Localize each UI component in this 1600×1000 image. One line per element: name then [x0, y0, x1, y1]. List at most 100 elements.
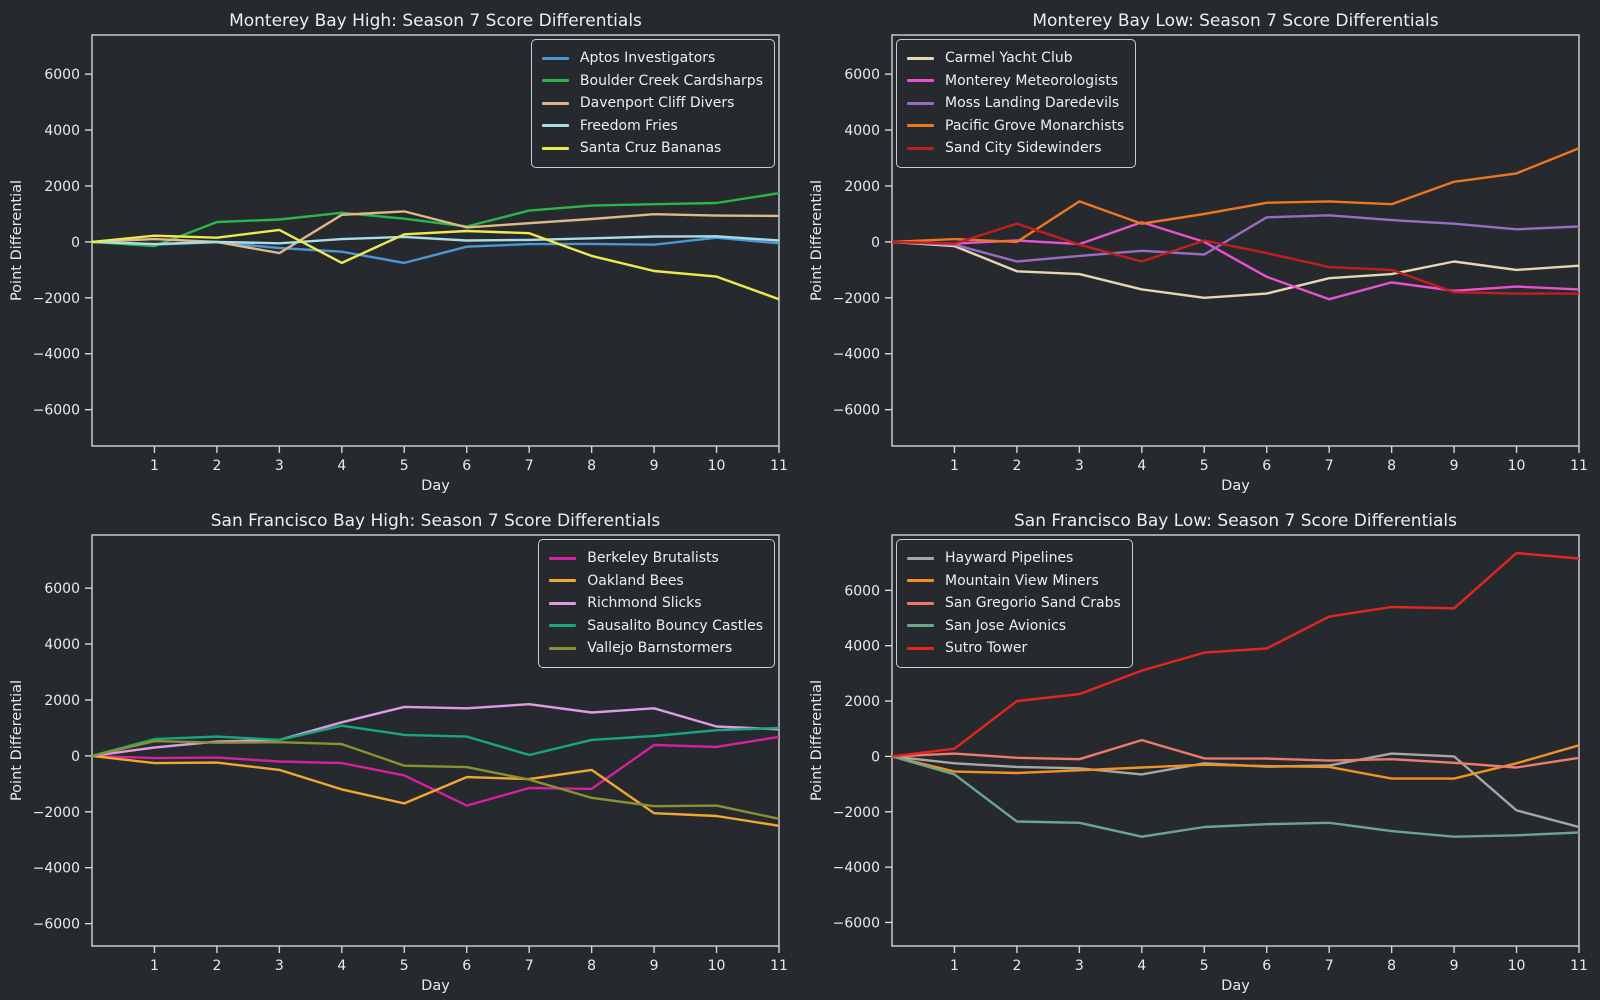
- chart-title: Monterey Bay High: Season 7 Score Differ…: [229, 11, 642, 31]
- legend-item: San Gregorio Sand Crabs: [907, 592, 1121, 615]
- legend-label: Pacific Grove Monarchists: [945, 117, 1125, 134]
- x-tick-label: 1: [950, 958, 959, 974]
- legend-item: Vallejo Barnstormers: [549, 637, 763, 660]
- x-tick-label: 3: [1075, 458, 1084, 474]
- y-tick-label: 2000: [44, 179, 80, 195]
- x-tick-label: 9: [650, 458, 659, 474]
- series-line-sutro-tower: [891, 551, 1580, 758]
- legend-label: Oakland Bees: [587, 572, 684, 589]
- series-line-sausalito-bouncy-castles: [91, 724, 780, 758]
- series-line-richmond-slicks: [91, 702, 780, 758]
- x-tick-label: 11: [1570, 958, 1588, 974]
- x-tick-label: 10: [1508, 958, 1526, 974]
- series-line-oakland-bees: [91, 754, 780, 827]
- legend-line-swatch: [541, 56, 569, 60]
- legend-line-swatch: [907, 56, 934, 60]
- x-tick-label: 1: [150, 958, 159, 974]
- series-line-boulder-creek-cardsharps: [91, 192, 780, 248]
- x-tick-label: 6: [1262, 458, 1271, 474]
- series-line-san-jose-avionics: [891, 755, 1580, 838]
- x-tick-label: 6: [1262, 958, 1271, 974]
- legend-label: San Jose Avionics: [945, 617, 1067, 634]
- chart-title: San Francisco Bay Low: Season 7 Score Di…: [1014, 511, 1457, 531]
- chart-panel-monterey-bay-high: −6000 −4000 −2000 0 2000 4000 6000 1 2 3 4 5 6 7 8 9 10 1…: [0, 0, 800, 500]
- legend-item: Hayward Pipelines: [907, 547, 1121, 570]
- y-tick-label: 4000: [844, 639, 880, 655]
- y-tick-label: 2000: [44, 693, 80, 709]
- legend-item: Sand City Sidewinders: [907, 137, 1124, 160]
- legend-line-swatch: [549, 646, 577, 650]
- y-tick-label: 6000: [44, 581, 80, 597]
- y-tick-label: −2000: [833, 805, 880, 821]
- series-line-sand-city-sidewinders: [891, 222, 1579, 295]
- legend-label: Santa Cruz Bananas: [579, 140, 722, 157]
- legend-line-swatch: [541, 79, 569, 83]
- legend-line-swatch: [907, 624, 934, 628]
- x-tick-label: 1: [950, 458, 959, 474]
- chart-panel-san-francisco-bay-low: −6000 −4000 −2000 0 2000 4000 6000 1 2 3 4 5 6 7 8 9 10 1…: [800, 500, 1600, 1000]
- legend-label: Mountain View Miners: [945, 572, 1099, 589]
- legend: Carmel Yacht Club Monterey Meteorologists…: [896, 39, 1137, 168]
- chart-title: Monterey Bay Low: Season 7 Score Differe…: [1032, 11, 1439, 31]
- legend-label: Aptos Investigators: [579, 50, 716, 67]
- y-tick-label: −6000: [33, 917, 80, 933]
- x-tick-label: 10: [1508, 458, 1526, 474]
- x-axis-label: Day: [1221, 978, 1250, 994]
- legend-item: Aptos Investigators: [541, 47, 763, 70]
- series-line-freedom-fries: [91, 235, 780, 246]
- y-tick-label: 4000: [44, 123, 80, 139]
- series-line-santa-cruz-bananas: [91, 228, 780, 301]
- series-line-berkeley-brutalists: [91, 735, 780, 807]
- x-tick-label: 8: [587, 458, 596, 474]
- y-tick-label: 6000: [844, 583, 880, 599]
- axes-spines: [91, 534, 780, 947]
- chart-title: San Francisco Bay High: Season 7 Score D…: [210, 511, 661, 531]
- x-tick-label: 9: [1450, 458, 1459, 474]
- legend-item: Richmond Slicks: [549, 592, 763, 615]
- legend-line-swatch: [541, 146, 569, 150]
- legend-line-swatch: [541, 124, 569, 128]
- x-tick-label: 2: [212, 958, 221, 974]
- x-tick-label: 5: [1200, 958, 1209, 974]
- legend-label: Sausalito Bouncy Castles: [587, 617, 763, 634]
- legend-item: Monterey Meteorologists: [907, 70, 1124, 93]
- legend-line-swatch: [907, 79, 934, 83]
- y-tick-label: −6000: [33, 403, 80, 419]
- series-line-pacific-grove-monarchists: [891, 147, 1580, 244]
- y-tick-label: −6000: [833, 915, 880, 931]
- series-line-vallejo-barnstormers: [91, 739, 780, 820]
- y-tick-label: 0: [871, 749, 880, 765]
- legend-item: San Jose Avionics: [907, 615, 1121, 638]
- x-tick-label: 6: [462, 458, 471, 474]
- y-tick-label: −6000: [833, 403, 880, 419]
- legend-label: Moss Landing Daredevils: [945, 95, 1120, 112]
- legend-line-swatch: [549, 579, 577, 583]
- legend-item: Pacific Grove Monarchists: [907, 115, 1124, 138]
- y-tick-label: −2000: [33, 805, 80, 821]
- x-tick-label: 7: [525, 458, 534, 474]
- legend-label: Sutro Tower: [945, 640, 1028, 657]
- y-tick-label: 4000: [844, 123, 880, 139]
- legend-line-swatch: [549, 601, 577, 605]
- legend-item: Freedom Fries: [541, 115, 763, 138]
- series-line-carmel-yacht-club: [891, 240, 1580, 299]
- legend-label: Sand City Sidewinders: [945, 140, 1102, 157]
- x-tick-label: 1: [150, 458, 159, 474]
- legend-item: Moss Landing Daredevils: [907, 92, 1124, 115]
- x-tick-label: 11: [770, 458, 788, 474]
- legend-item: Berkeley Brutalists: [549, 547, 763, 570]
- legend-label: Hayward Pipelines: [945, 550, 1074, 567]
- x-tick-label: 5: [400, 458, 409, 474]
- legend-line-swatch: [907, 601, 934, 605]
- legend-item: Boulder Creek Cardsharps: [541, 70, 763, 93]
- y-tick-label: −4000: [833, 347, 880, 363]
- x-tick-label: 2: [1012, 958, 1021, 974]
- y-tick-label: −2000: [833, 291, 880, 307]
- legend-label: Richmond Slicks: [587, 595, 702, 612]
- legend-line-swatch: [907, 556, 934, 560]
- x-tick-label: 7: [1325, 958, 1334, 974]
- series-line-mountain-view-miners: [891, 744, 1580, 780]
- x-tick-label: 2: [212, 458, 221, 474]
- legend-item: Sutro Tower: [907, 637, 1121, 660]
